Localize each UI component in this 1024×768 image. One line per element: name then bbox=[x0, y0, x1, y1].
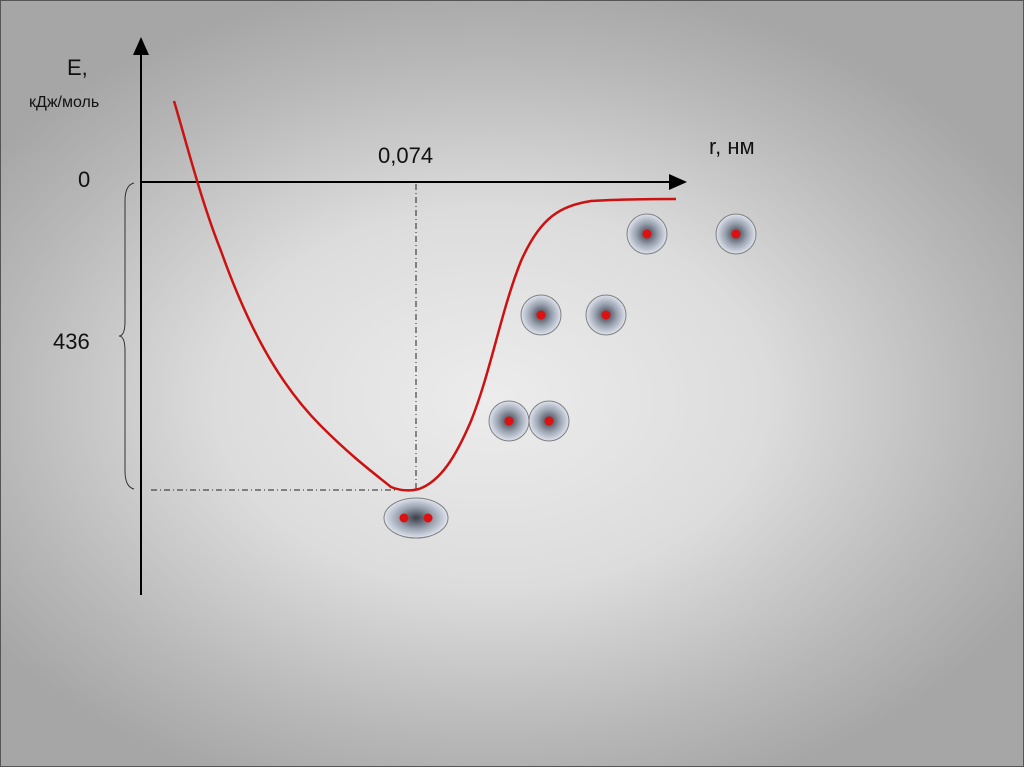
nucleus bbox=[423, 513, 433, 523]
nucleus bbox=[544, 416, 554, 426]
zero-label: 0 bbox=[78, 167, 91, 192]
depth-brace bbox=[118, 182, 135, 490]
nucleus bbox=[642, 229, 652, 239]
potential-energy-curve bbox=[172, 100, 677, 492]
x-axis-label: r, нм bbox=[709, 134, 755, 159]
molecule-cloud bbox=[383, 497, 449, 539]
approaching-atoms bbox=[520, 294, 627, 336]
separated-atoms bbox=[626, 213, 757, 255]
nucleus bbox=[601, 310, 611, 320]
nucleus bbox=[731, 229, 741, 239]
nucleus bbox=[399, 513, 409, 523]
touching-atoms bbox=[488, 400, 570, 442]
dissociation-energy-label: 436 bbox=[53, 329, 90, 354]
nucleus bbox=[536, 310, 546, 320]
bond-length-label: 0,074 bbox=[378, 143, 434, 168]
y-axis-label: E, bbox=[67, 55, 88, 80]
molecule bbox=[383, 497, 449, 539]
y-axis-unit: кДж/моль bbox=[29, 94, 100, 111]
nucleus bbox=[504, 416, 514, 426]
